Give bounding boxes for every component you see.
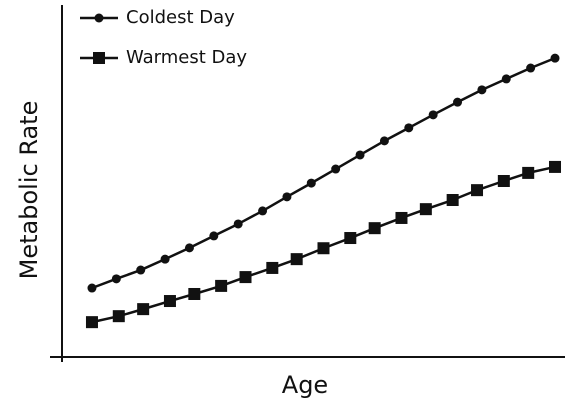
data-point bbox=[497, 175, 510, 187]
data-point bbox=[215, 279, 228, 292]
data-point bbox=[233, 219, 243, 229]
data-point bbox=[453, 97, 463, 107]
data-point bbox=[136, 265, 146, 275]
data-point bbox=[344, 232, 357, 245]
data-point bbox=[428, 110, 438, 120]
data-point bbox=[317, 242, 330, 255]
data-point bbox=[331, 164, 341, 174]
data-point bbox=[290, 253, 303, 266]
data-point bbox=[160, 254, 170, 264]
legend-marker bbox=[93, 52, 105, 64]
data-point bbox=[112, 310, 125, 323]
legend-label: Coldest Day bbox=[126, 7, 235, 28]
data-point bbox=[477, 85, 487, 95]
data-point bbox=[266, 261, 279, 274]
data-point bbox=[526, 63, 536, 73]
data-point bbox=[550, 53, 560, 63]
data-point bbox=[282, 192, 292, 202]
data-point bbox=[501, 74, 511, 84]
legend-label: Warmest Day bbox=[126, 47, 247, 68]
data-point bbox=[419, 203, 432, 216]
data-point bbox=[85, 316, 98, 329]
y-axis-label: Metabolic Rate bbox=[15, 101, 43, 280]
data-point bbox=[258, 206, 268, 216]
data-point bbox=[379, 136, 389, 146]
data-point bbox=[184, 243, 194, 253]
data-point bbox=[163, 295, 176, 308]
data-point bbox=[239, 271, 252, 284]
data-point bbox=[137, 303, 150, 316]
legend-marker bbox=[94, 13, 104, 23]
data-point bbox=[404, 123, 414, 133]
data-point bbox=[522, 166, 535, 179]
data-point bbox=[368, 222, 381, 235]
data-point bbox=[209, 231, 219, 241]
data-point bbox=[549, 160, 562, 173]
data-point bbox=[111, 274, 121, 284]
data-point bbox=[446, 194, 459, 207]
data-point bbox=[395, 211, 408, 224]
data-point bbox=[355, 150, 365, 160]
data-point bbox=[188, 287, 201, 300]
data-point bbox=[306, 178, 316, 188]
x-axis-label: Age bbox=[282, 371, 328, 399]
data-point bbox=[471, 184, 484, 197]
data-point bbox=[87, 283, 97, 293]
